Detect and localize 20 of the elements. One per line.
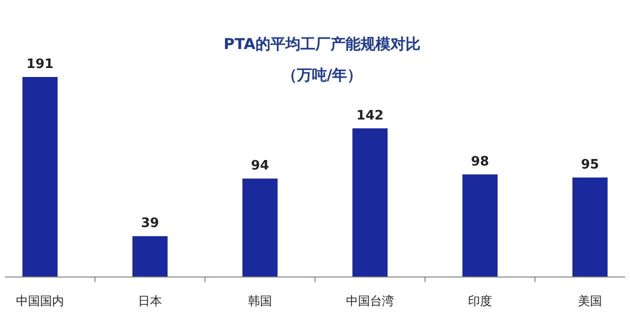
chart-subtitle: （万吨/年） [282,66,362,84]
data-label: 191 [26,57,54,72]
data-label: 98 [470,154,490,170]
x-tick-label: 美国 [578,294,602,308]
data-label: 94 [250,158,270,174]
x-tick-label: 中国台湾 [346,294,394,308]
bar [352,128,388,277]
x-tick-label: 韩国 [248,294,272,308]
bar [242,178,278,277]
chart-title: PTA的平均工厂产能规模对比 [224,35,420,53]
bar [572,178,608,277]
bar [22,77,58,277]
data-label: 142 [356,108,384,124]
data-label: 39 [140,216,160,232]
bar [132,236,168,277]
x-tick-label: 印度 [468,294,492,308]
x-tick-label: 日本 [138,294,162,308]
bar [462,174,498,277]
x-tick-label: 中国国内 [16,294,64,308]
data-label: 95 [580,158,600,173]
